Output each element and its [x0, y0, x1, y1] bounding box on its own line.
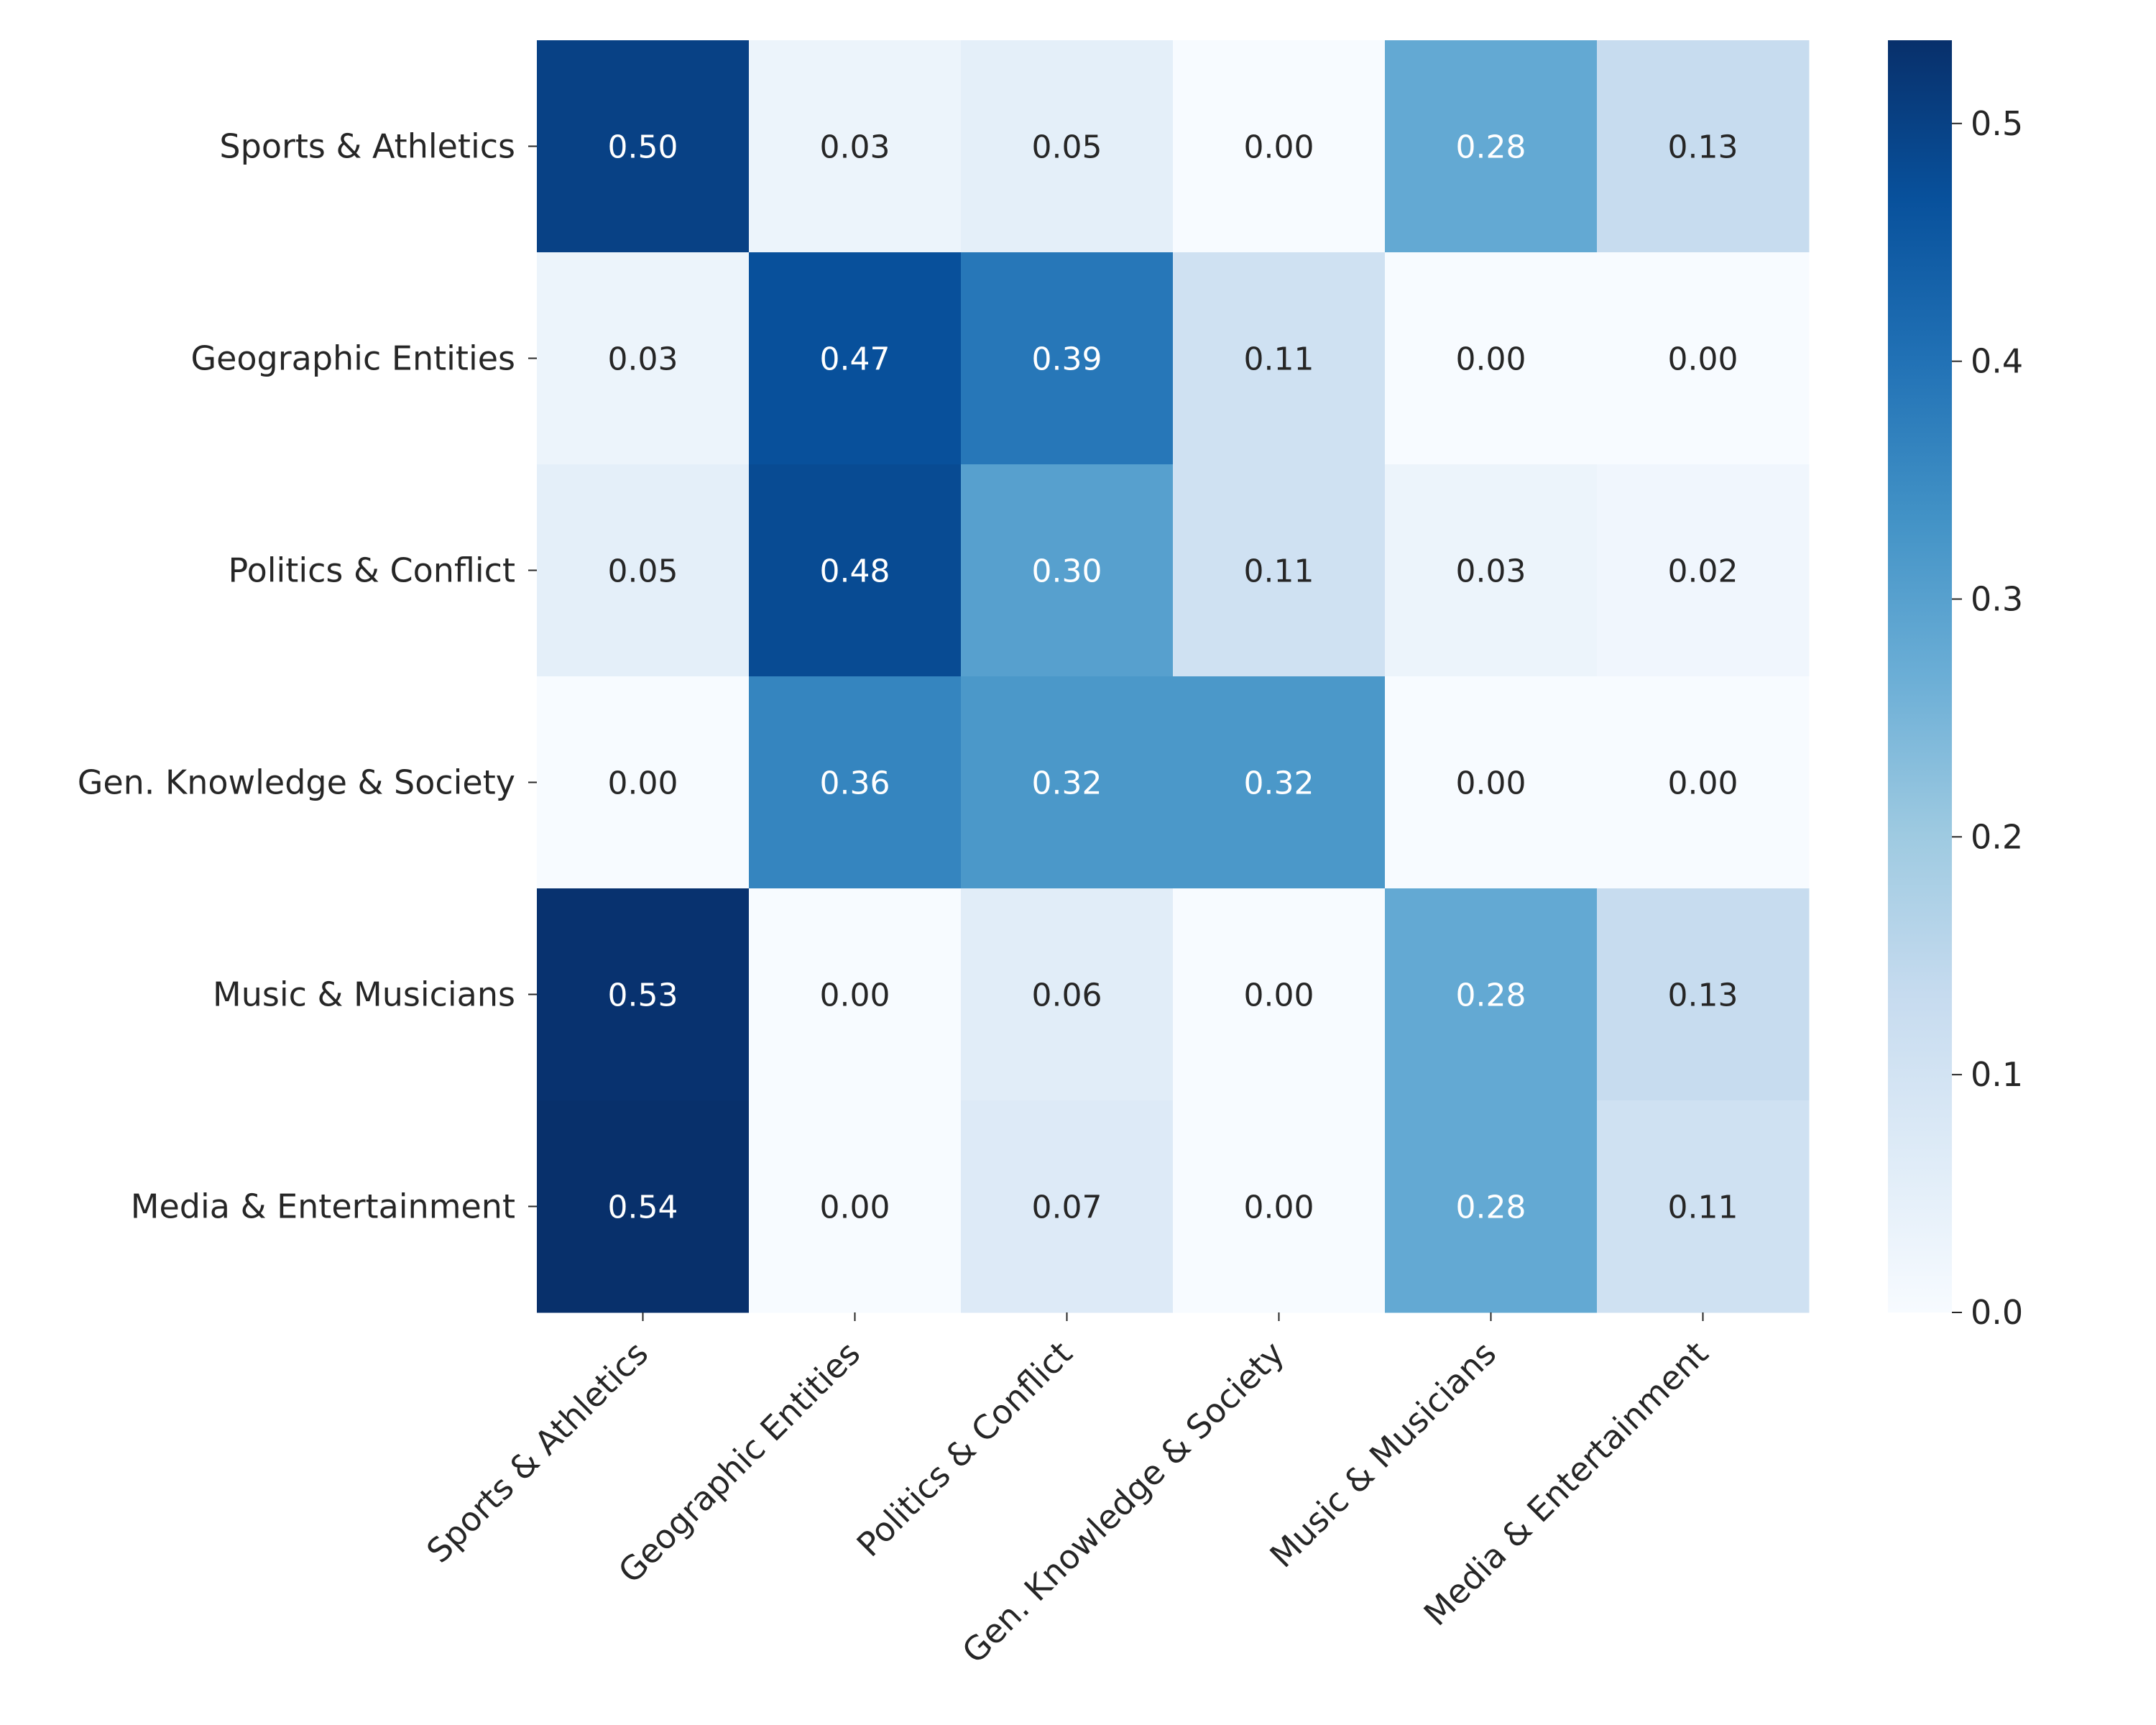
cell-value-label: 0.32	[1032, 765, 1102, 802]
cell-value-label: 0.28	[1456, 129, 1526, 166]
cell-value-label: 0.28	[1456, 1190, 1526, 1226]
heatmap-cell	[1385, 676, 1598, 889]
cell-value-label: 0.13	[1668, 978, 1738, 1014]
heatmap-cell	[537, 1100, 750, 1313]
heatmap-cell	[961, 888, 1174, 1101]
row-labels: Sports & Athletics Geographic Entities Pol…	[78, 127, 537, 1226]
row-label: Geographic Entities	[190, 339, 515, 378]
heatmap-cells: 0.50 0.03 0.05 0.00 0.28 0.13 0.03 0.47 0.39 0.11…	[537, 40, 1810, 1313]
heatmap-cell	[961, 252, 1174, 465]
cell-value-label: 0.07	[1032, 1190, 1102, 1226]
row-label: Sports & Athletics	[219, 127, 515, 166]
heatmap-cell	[537, 464, 750, 677]
heatmap-cell	[961, 464, 1174, 677]
cell-value-label: 0.00	[1244, 978, 1314, 1014]
cell-value-label: 0.39	[1032, 341, 1102, 378]
cell-value-label: 0.11	[1244, 553, 1314, 590]
cell-value-label: 0.00	[1668, 765, 1738, 802]
cell-value-label: 0.05	[608, 553, 678, 590]
heatmap-cell	[749, 40, 962, 253]
heatmap-cell	[749, 676, 962, 889]
heatmap-cell	[1597, 40, 1810, 253]
heatmap-cell	[1597, 464, 1810, 677]
cell-value-label: 0.00	[1244, 1190, 1314, 1226]
cell-value-label: 0.53	[608, 978, 678, 1014]
colorbar-tick-label: 0.4	[1971, 342, 2023, 381]
heatmap-cell	[961, 676, 1174, 889]
cell-value-label: 0.32	[1244, 765, 1314, 802]
heatmap-cell	[749, 888, 962, 1101]
heatmap-cell	[537, 252, 750, 465]
cell-value-label: 0.47	[820, 341, 890, 378]
heatmap-cell	[1173, 464, 1386, 677]
heatmap-cell	[749, 252, 962, 465]
cell-value-label: 0.00	[820, 1190, 890, 1226]
heatmap-cell	[1385, 888, 1598, 1101]
cell-value-label: 0.36	[820, 765, 890, 802]
colorbar-tick-label: 0.5	[1971, 104, 2023, 143]
heatmap-cell	[1597, 888, 1810, 1101]
heatmap-cell	[1385, 464, 1598, 677]
cell-value-label: 0.00	[1456, 765, 1526, 802]
heatmap-cell	[1385, 252, 1598, 465]
heatmap-cell	[1597, 1100, 1810, 1313]
colorbar-tick-label: 0.0	[1971, 1293, 2023, 1332]
heatmap-cell	[537, 888, 750, 1101]
colorbar: 0.0 0.1 0.2 0.3 0.4 0.5	[1888, 40, 2023, 1332]
cell-value-label: 0.48	[820, 553, 890, 590]
cell-value-label: 0.00	[1668, 341, 1738, 378]
colorbar-tick-label: 0.1	[1971, 1055, 2023, 1094]
heatmap-cell	[1385, 40, 1598, 253]
heatmap-cell	[961, 40, 1174, 253]
column-label: Sports & Athletics	[419, 1334, 655, 1570]
cell-value-label: 0.00	[608, 765, 678, 802]
cell-value-label: 0.02	[1668, 553, 1738, 590]
cell-value-label: 0.11	[1668, 1190, 1738, 1226]
cell-value-label: 0.00	[1456, 341, 1526, 378]
cell-value-label: 0.30	[1032, 553, 1102, 590]
cell-value-label: 0.06	[1032, 978, 1102, 1014]
heatmap-cell	[749, 1100, 962, 1313]
cell-value-label: 0.03	[1456, 553, 1526, 590]
heatmap-cell	[537, 676, 750, 889]
heatmap-cell	[1173, 888, 1386, 1101]
column-label: Politics & Conflict	[849, 1334, 1080, 1565]
cell-value-label: 0.00	[820, 978, 890, 1014]
heatmap-cell	[1173, 676, 1386, 889]
row-label: Gen. Knowledge & Society	[78, 763, 515, 802]
cell-value-label: 0.05	[1032, 129, 1102, 166]
column-label: Music & Musicians	[1262, 1334, 1503, 1576]
heatmap-cell	[1173, 252, 1386, 465]
colorbar-tick-label: 0.3	[1971, 579, 2023, 618]
cell-value-label: 0.50	[608, 129, 678, 166]
cell-value-label: 0.54	[608, 1190, 678, 1226]
column-label: Geographic Entities	[611, 1334, 867, 1591]
heatmap-cell	[537, 40, 750, 253]
cell-value-label: 0.11	[1244, 341, 1314, 378]
heatmap-cell	[1173, 40, 1386, 253]
cell-value-label: 0.03	[820, 129, 890, 166]
cell-value-label: 0.00	[1244, 129, 1314, 166]
cell-value-label: 0.28	[1456, 978, 1526, 1014]
row-label: Media & Entertainment	[131, 1187, 515, 1226]
heatmap-cell	[1385, 1100, 1598, 1313]
heatmap-cell	[961, 1100, 1174, 1313]
heatmap-cell	[1597, 676, 1810, 889]
heatmap-cell	[1173, 1100, 1386, 1313]
row-label: Politics & Conflict	[229, 551, 516, 590]
row-label: Music & Musicians	[213, 975, 515, 1014]
heatmap-cell	[749, 464, 962, 677]
heatmap-cell	[1597, 252, 1810, 465]
cell-value-label: 0.03	[608, 341, 678, 378]
cell-value-label: 0.13	[1668, 129, 1738, 166]
colorbar-tick-label: 0.2	[1971, 817, 2023, 856]
colorbar-gradient	[1888, 40, 1952, 1312]
